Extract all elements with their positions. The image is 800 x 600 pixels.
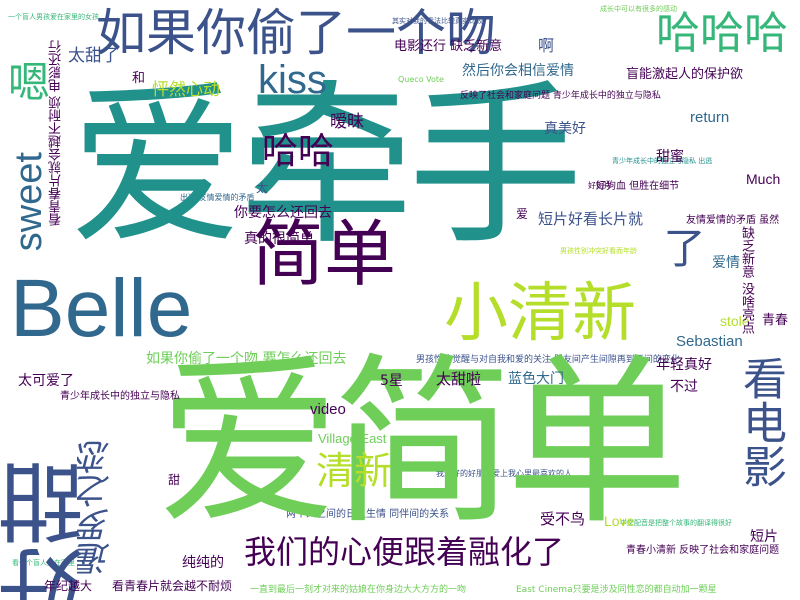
word-queqi-xinyi: 缺乏新意 没啥亮点 [739, 226, 754, 335]
word-ranhou-ni-hui: 然后你会相信爱情 [462, 63, 574, 79]
word-fanying-shehui: 反映了社会和家庭问题 青少年成长中的独立与隐私 [460, 91, 661, 101]
word-small-j: East Cinema只要是涉及同性恋的都自动加一颗星 [516, 585, 717, 595]
word-small-o: 我最好的好朋友爱上我心里最喜欢的人 [436, 469, 572, 478]
word-tai: 太 [256, 181, 269, 195]
word-ni-yao-zenme-huan: 你要怎么还回去 [234, 205, 332, 221]
word-small-i: 看一个盲人爱在家里 [12, 559, 75, 567]
word-small-g: 一直到最后一刻才对来的姑娘在你身边大大方方的一吻 [250, 585, 467, 595]
word-small-e: 出逃 友情爱情的矛盾 [180, 193, 255, 202]
word-chunchun-de: 纯纯的 [182, 555, 224, 571]
word-qingshaonian: 青少年成长中的独立与隐私 [60, 391, 180, 402]
word-zhen-meihao: 真美好 [544, 121, 586, 137]
word-stole: stole [720, 313, 750, 329]
word-duanpian: 短片 [750, 529, 778, 545]
word-aimei: 暧昧 [330, 112, 364, 132]
word-return: return [690, 109, 730, 126]
word-mangneng-jiqi: 盲能激起人的保护欲 [626, 67, 744, 82]
word-kiss: kiss [258, 58, 327, 102]
word-ruguo-toule-yige-wen: 如果你偷了一个吻 [96, 4, 496, 62]
word-kan-qingchunpian: 看青春片就会越不耐烦 [112, 579, 233, 593]
word-women-dexin: 我们的心便跟着融化了 [244, 533, 565, 571]
word-tianmi: 甜蜜 [656, 149, 684, 165]
word-small-b: 其实对我的看法比较真实比较 [392, 17, 483, 25]
word-sebastian: Sebastian [676, 333, 743, 350]
word-tai-keai-le: 太可爱了 [18, 373, 74, 389]
word-small-c: 成长中可以有很多的感动 [600, 5, 677, 13]
word-video: video [310, 401, 346, 418]
word-small-d: 青少年成长中的独立与隐私 出逃 [612, 157, 713, 165]
word-shou-bu-niao: 受不鸟 [540, 510, 586, 528]
word-small-h: 两个人之间的日久生情 同伴间的关系 [286, 509, 450, 520]
word-lanse-damen: 蓝色大门 [508, 371, 564, 387]
word-haha: 哈哈 [262, 131, 335, 172]
word-pengran-xindong: 怦然心动 [152, 80, 220, 100]
word-sweet: sweet [8, 152, 50, 252]
word-xiao-qingxin: 小清新 [444, 277, 636, 351]
word-small-n: Queco Vote [398, 75, 444, 84]
word-ruguo-full: 如果你偷了一个吻 要怎么还回去 [146, 351, 347, 367]
word-ah: 啊 [538, 36, 555, 55]
word-tai-tianle: 太甜了 [68, 46, 119, 66]
word-small-f: 男孩性别冲突好看而年龄 [560, 247, 637, 255]
word-hao-duanpian: 好短片 [588, 181, 612, 190]
word-en: 嗯 [8, 58, 51, 107]
word-small-m: 两个人之间的日久生情 [264, 95, 344, 104]
word-aiqing: 爱情 [712, 255, 740, 271]
word-jiandan: 简单 [252, 212, 397, 296]
word-he: 和 [132, 71, 146, 86]
word-buguo: 不过 [670, 379, 698, 395]
word-nianji-yueda: 年纪越大 [44, 579, 93, 593]
word-small-a: 一个盲人男孩爱在家里的女孩 [8, 13, 99, 21]
word-xianluo-zhilian: 暹罗之恋 [77, 440, 117, 576]
word-ai-qianshou: 爱牵手 [70, 66, 583, 269]
word-zhende-hen-jiandan: 真的很简单 [244, 231, 314, 247]
word-love: Love [604, 513, 635, 529]
word-duanpian-hao-kan: 短片好看长片就 [538, 210, 644, 228]
word-nianqing-zhenhao: 年轻真好 [656, 357, 712, 373]
word-qingchun: 青春 [762, 313, 789, 328]
word-hahaha: 哈哈哈 [656, 8, 788, 59]
word-ai-jiandan: 爱简单 [158, 337, 688, 549]
word-much: Much [746, 171, 781, 187]
word-belle: Belle [10, 263, 193, 354]
word-kan-dianying: 看电影 [735, 356, 786, 488]
word-kan-qingchunpian-v: 看青春片就会越不耐烦 电影还行 [49, 40, 64, 227]
word-village-east: Village East [318, 431, 387, 446]
word-tai-tianla: 太甜啦 [436, 370, 482, 388]
word-youqing-aiqing: 友情爱情的矛盾 虽然 [686, 215, 780, 226]
word-le: 了 [657, 226, 706, 268]
word-ai-small: 爱 [516, 207, 529, 221]
word-dianying-huanxing: 电影还行 缺乏新意 [394, 39, 503, 54]
word-haohan-dan-zai: 好狗血 但胜在细节 [596, 181, 680, 192]
word-small-p: 中文配音是把整个故事的翻译得很好 [620, 519, 732, 527]
word-tian-small: 甜 [168, 473, 181, 487]
word-small-l: 男孩性的觉醒与对自我和爱的关注 朋友间产生间隙再到无间的变化 [416, 355, 680, 365]
word-qingchun-xiao-qingxin: 青春小清新 反映了社会和家庭问题 [626, 545, 780, 556]
word-qingxin: 清新 [316, 449, 393, 493]
word-wu-xing: 5星 [380, 373, 403, 389]
